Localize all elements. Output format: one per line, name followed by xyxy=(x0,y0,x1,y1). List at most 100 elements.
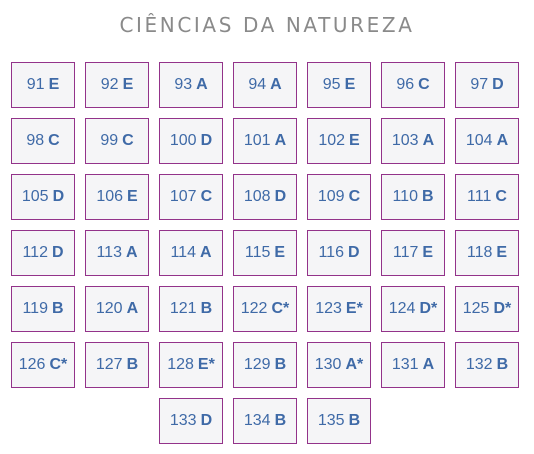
answer-cell: 130 A* xyxy=(307,342,371,388)
answer-cell: 112 D xyxy=(11,230,75,276)
answer-letter: C xyxy=(348,188,361,205)
answer-letter: C xyxy=(495,188,507,205)
question-number: 99 xyxy=(100,132,119,149)
answer-row: 112 D 113 A 114 A 115 E 116 D 117 E 118 E xyxy=(11,230,529,276)
answer-letter: C xyxy=(122,132,134,149)
answer-letter: D xyxy=(52,188,65,205)
question-number: 135 xyxy=(317,412,345,429)
answer-letter: B xyxy=(274,412,287,429)
answer-letter: A xyxy=(125,244,138,261)
question-number: 111 xyxy=(467,188,492,205)
answer-letter: A xyxy=(199,244,212,261)
answer-cell: 92 E xyxy=(85,62,149,108)
answer-cell: 114 A xyxy=(159,230,223,276)
answer-cell: 116 D xyxy=(307,230,371,276)
question-number: 91 xyxy=(26,76,45,93)
answer-letter: A xyxy=(196,76,208,93)
answer-letter: A xyxy=(126,300,139,317)
answer-cell: 97 D xyxy=(455,62,519,108)
answer-row: 98 C 99 C 100 D 101 A 102 E 103 A 104 A xyxy=(11,118,529,164)
answer-row: 119 B 120 A 121 B 122 C* 123 E* 124 D* 125 D* xyxy=(11,286,529,332)
answer-cell: 108 D xyxy=(233,174,297,220)
question-number: 122 xyxy=(240,300,268,317)
answer-cell: 123 E* xyxy=(307,286,371,332)
answer-cell: 96 C xyxy=(381,62,445,108)
question-number: 112 xyxy=(22,244,48,261)
answer-letter: D* xyxy=(493,300,512,317)
question-number: 93 xyxy=(174,76,193,93)
answer-letter: E xyxy=(48,76,60,93)
answer-cell: 113 A xyxy=(85,230,149,276)
question-number: 108 xyxy=(243,188,271,205)
question-number: 123 xyxy=(315,300,342,317)
answer-letter: A xyxy=(270,76,282,93)
answer-cell: 100 D xyxy=(159,118,223,164)
answer-cell: 101 A xyxy=(233,118,297,164)
answer-letter: A xyxy=(496,132,509,149)
question-number: 113 xyxy=(96,244,122,261)
answer-cell: 135 B xyxy=(307,398,371,444)
answer-cell: 115 E xyxy=(233,230,297,276)
answer-letter: C xyxy=(418,76,430,93)
answer-cell: 122 C* xyxy=(233,286,297,332)
answer-letter: C xyxy=(200,188,213,205)
answer-cell: 124 D* xyxy=(381,286,445,332)
question-number: 95 xyxy=(322,76,341,93)
question-number: 124 xyxy=(388,300,416,317)
answer-letter: D xyxy=(347,244,360,261)
answer-cell: 120 A xyxy=(85,286,149,332)
question-number: 128 xyxy=(167,356,194,373)
page-title: CIÊNCIAS DA NATUREZA xyxy=(119,13,415,37)
question-number: 109 xyxy=(317,188,345,205)
answer-letter: C* xyxy=(271,300,290,317)
answer-cell: 105 D xyxy=(11,174,75,220)
answer-cell: 106 E xyxy=(85,174,149,220)
answer-letter: B xyxy=(51,300,64,317)
answer-cell: 109 C xyxy=(307,174,371,220)
answer-cell: 107 C xyxy=(159,174,223,220)
answer-letter: E xyxy=(122,76,134,93)
answer-letter: B xyxy=(200,300,213,317)
answer-letter: D xyxy=(51,244,64,261)
answer-cell: 117 E xyxy=(381,230,445,276)
answer-cell: 129 B xyxy=(233,342,297,388)
answer-cell: 134 B xyxy=(233,398,297,444)
answer-letter: B xyxy=(274,356,287,373)
answer-letter: E xyxy=(274,244,286,261)
answer-letter: A xyxy=(274,132,287,149)
question-number: 125 xyxy=(462,300,490,317)
answer-letter: C* xyxy=(49,356,68,373)
answer-letter: D xyxy=(200,132,213,149)
question-number: 100 xyxy=(169,132,197,149)
question-number: 115 xyxy=(244,244,271,261)
question-number: 110 xyxy=(392,188,418,205)
question-number: 92 xyxy=(100,76,119,93)
answer-letter: B xyxy=(126,356,139,373)
answer-letter: A* xyxy=(345,356,364,373)
question-number: 114 xyxy=(170,244,196,261)
answer-cell: 91 E xyxy=(11,62,75,108)
answer-letter: D xyxy=(200,412,213,429)
question-number: 116 xyxy=(318,244,344,261)
answer-cell: 94 A xyxy=(233,62,297,108)
answer-letter: D* xyxy=(419,300,438,317)
question-number: 119 xyxy=(22,300,48,317)
question-number: 97 xyxy=(470,76,489,93)
answer-row: 91 E 92 E 93 A 94 A 95 E 96 C 97 D xyxy=(11,62,529,108)
answer-cell: 118 E xyxy=(455,230,519,276)
answer-cell: 102 E xyxy=(307,118,371,164)
answer-cell: 125 D* xyxy=(455,286,519,332)
answer-cell: 110 B xyxy=(381,174,445,220)
question-number: 127 xyxy=(95,356,123,373)
question-number: 94 xyxy=(248,76,267,93)
question-number: 126 xyxy=(18,356,46,373)
question-number: 102 xyxy=(318,132,346,149)
answer-cell: 119 B xyxy=(11,286,75,332)
answer-letter: E xyxy=(422,244,434,261)
answer-row: 126 C* 127 B 128 E* 129 B 130 A* 131 A 132 B xyxy=(11,342,529,388)
answer-letter: D xyxy=(492,76,504,93)
answer-letter: A xyxy=(422,132,435,149)
answer-letter: E xyxy=(127,188,138,205)
answer-cell: 104 A xyxy=(455,118,519,164)
question-number: 120 xyxy=(95,300,123,317)
